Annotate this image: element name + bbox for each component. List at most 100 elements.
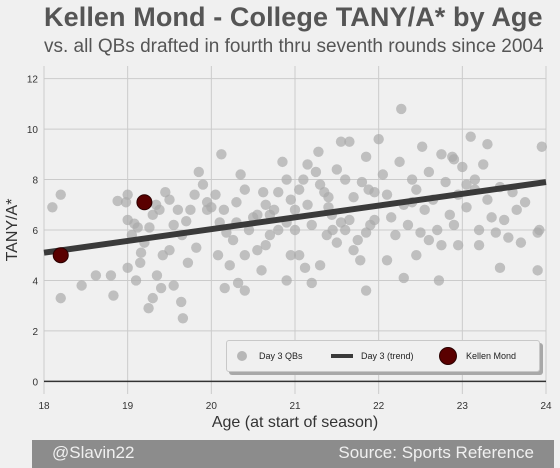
- y-tick-label: 0: [32, 377, 38, 388]
- data-point: [289, 224, 301, 236]
- chart-subtitle: vs. all QBs drafted in fourth thru seven…: [44, 36, 544, 57]
- data-point: [147, 292, 158, 304]
- data-point: [151, 270, 163, 281]
- data-point: [433, 275, 445, 286]
- data-point: [532, 265, 543, 276]
- data-point: [252, 209, 263, 221]
- data-point: [231, 197, 242, 208]
- data-point: [448, 219, 460, 231]
- data-point: [160, 186, 171, 198]
- data-point: [289, 204, 301, 216]
- x-tick-label: 23: [457, 401, 469, 412]
- data-point: [461, 179, 472, 190]
- data-point: [482, 194, 493, 205]
- data-point: [390, 229, 401, 241]
- x-tick-label: 20: [206, 401, 218, 412]
- x-axis-label: Age (at start of season): [212, 414, 378, 431]
- data-point: [227, 234, 239, 246]
- data-point: [191, 242, 202, 253]
- data-point: [360, 227, 372, 238]
- trend-line: [43, 179, 547, 256]
- legend-marker-day3: [237, 351, 247, 361]
- data-point: [323, 192, 334, 203]
- x-tick-label: 19: [122, 401, 134, 412]
- data-point: [396, 103, 407, 115]
- data-point: [498, 214, 510, 226]
- data-point: [306, 277, 317, 289]
- data-point: [313, 146, 324, 157]
- data-point: [363, 184, 374, 195]
- data-point: [486, 212, 497, 223]
- data-point: [185, 204, 196, 216]
- legend-label-trend: Day 3 (trend): [361, 351, 414, 361]
- data-point: [76, 280, 87, 291]
- data-point: [369, 214, 380, 226]
- data-point: [122, 262, 133, 274]
- data-point: [436, 149, 447, 160]
- data-point: [235, 169, 246, 180]
- data-point: [132, 222, 143, 233]
- data-point: [216, 149, 227, 160]
- data-point: [55, 292, 66, 304]
- data-point: [232, 277, 244, 289]
- legend-marker-mond: [439, 347, 457, 365]
- data-point: [277, 156, 288, 168]
- footer-credit: @Slavin22: [52, 443, 135, 462]
- data-point: [120, 197, 132, 208]
- y-tick-labels: 0 2 4 6 8 10 12: [27, 75, 39, 389]
- data-point: [302, 159, 313, 170]
- data-point: [239, 285, 250, 296]
- data-point: [406, 174, 418, 185]
- data-point: [130, 275, 142, 286]
- data-point: [302, 199, 313, 210]
- data-point: [135, 247, 147, 258]
- data-point: [519, 197, 531, 208]
- data-point: [164, 194, 175, 205]
- data-point: [260, 199, 271, 210]
- data-point: [105, 270, 117, 281]
- data-point: [201, 204, 213, 216]
- data-point: [473, 239, 485, 251]
- y-tick-label: 12: [27, 75, 39, 86]
- data-point: [144, 222, 155, 233]
- y-tick-label: 4: [32, 276, 38, 287]
- data-point: [494, 262, 506, 274]
- legend-item-mond: Kellen Mond: [439, 341, 516, 371]
- data-point: [239, 250, 250, 261]
- legend-item-day3: Day 3 QBs: [237, 341, 303, 371]
- data-point: [219, 282, 230, 294]
- day3-points: [47, 103, 548, 324]
- data-point: [415, 227, 426, 238]
- data-point: [264, 229, 276, 241]
- data-point: [402, 219, 414, 231]
- data-point: [536, 141, 548, 152]
- data-point: [352, 234, 363, 246]
- data-point: [340, 224, 351, 236]
- data-point: [348, 244, 359, 256]
- data-point: [515, 237, 527, 248]
- data-point: [252, 244, 263, 256]
- data-point: [490, 227, 501, 238]
- data-point: [411, 250, 422, 261]
- data-point: [164, 244, 175, 256]
- data-point: [360, 151, 372, 163]
- legend-marker-trend: [331, 354, 353, 358]
- data-point: [360, 285, 372, 296]
- data-point: [239, 184, 250, 195]
- data-point: [465, 131, 476, 142]
- data-point: [210, 189, 221, 200]
- data-point: [398, 272, 409, 284]
- data-point: [154, 204, 165, 216]
- data-point: [193, 166, 204, 178]
- y-tick-label: 6: [32, 226, 38, 237]
- data-point: [135, 257, 146, 268]
- data-point: [293, 250, 305, 261]
- y-tick-label: 2: [32, 327, 38, 338]
- data-point: [447, 151, 458, 163]
- grid: [43, 66, 547, 394]
- data-point: [457, 161, 468, 173]
- data-point: [177, 313, 189, 324]
- data-point: [264, 209, 276, 221]
- data-point: [168, 280, 179, 291]
- data-point: [256, 265, 267, 276]
